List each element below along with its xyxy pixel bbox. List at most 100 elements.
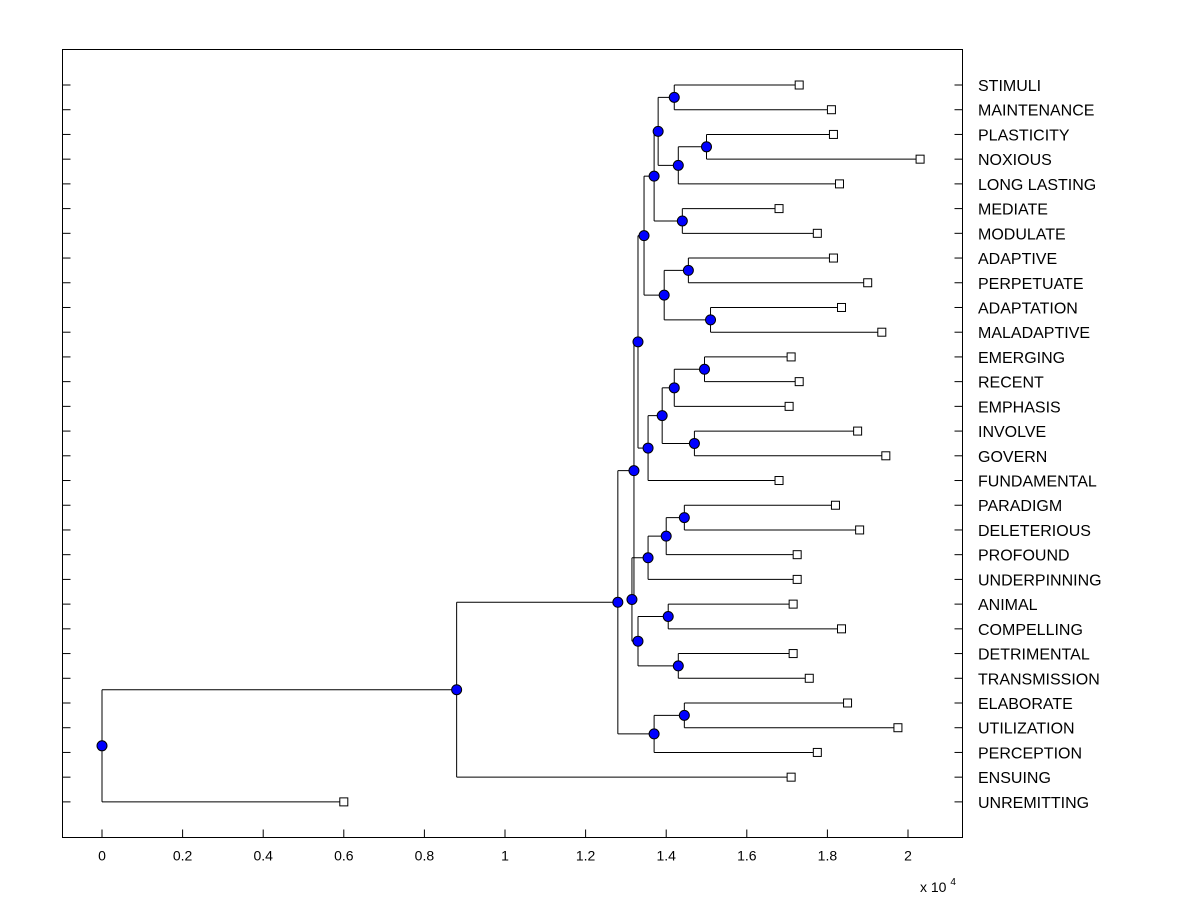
leaf-labels: STIMULI MAINTENANCE PLASTICITY NOXIOUS LONG … — [978, 78, 1102, 812]
leaf-marker — [804, 673, 814, 683]
leaf-marker — [828, 129, 838, 139]
leaf-label: MEDIATE — [978, 202, 1048, 219]
merge-node-marker — [678, 709, 690, 721]
merge-node-marker — [672, 660, 684, 672]
leaf-label: ANIMAL — [978, 597, 1038, 614]
leaf-marker — [792, 574, 802, 584]
leaf-label: NOXIOUS — [978, 152, 1052, 169]
leaf-marker — [786, 352, 796, 362]
leaf-marker — [788, 649, 798, 659]
leaf-marker — [826, 105, 836, 115]
leaf-label: PLASTICITY — [978, 127, 1070, 144]
leaf-label: ADAPTATION — [978, 300, 1078, 317]
leaf-label: DETRIMENTAL — [978, 647, 1090, 664]
leaf-label: PROFOUND — [978, 548, 1070, 565]
x-axis-ticks: 0 0.2 0.4 0.6 0.8 1 1.2 1.4 1.6 1.8 2 — [98, 829, 912, 864]
leaf-marker — [830, 500, 840, 510]
dendrogram-branches — [101, 84, 921, 803]
leaf-marker — [788, 599, 798, 609]
leaf-marker — [915, 154, 925, 164]
leaf-label: MODULATE — [978, 226, 1066, 243]
leaf-marker — [853, 426, 863, 436]
leaf-marker — [843, 698, 853, 708]
leaf-marker — [774, 204, 784, 214]
leaf-label: PERPETUATE — [978, 276, 1084, 293]
leaf-label: STIMULI — [978, 78, 1041, 95]
merge-node-marker — [658, 289, 670, 301]
leaf-label: ADAPTIVE — [978, 251, 1057, 268]
x-tick-label: 0 — [98, 848, 106, 864]
x-axis-exponent-base: x 10 — [920, 879, 947, 895]
leaf-marker — [881, 451, 891, 461]
x-tick-label: 2 — [904, 848, 912, 864]
leaf-label: MAINTENANCE — [978, 103, 1094, 120]
merge-node-marker — [662, 610, 674, 622]
x-axis-exponent-power: 4 — [950, 877, 956, 888]
x-tick-label: 0.2 — [173, 848, 193, 864]
leaf-marker — [794, 377, 804, 387]
merge-node-marker — [648, 728, 660, 740]
merge-node-marker — [648, 170, 660, 182]
leaf-marker — [339, 797, 349, 807]
leaf-label: DELETERIOUS — [978, 523, 1091, 540]
merge-node-marker — [656, 410, 668, 422]
leaf-label: COMPELLING — [978, 622, 1083, 639]
leaf-label: UTILIZATION — [978, 721, 1075, 738]
x-tick-label: 0.6 — [334, 848, 354, 864]
leaf-label: PARADIGM — [978, 498, 1062, 515]
merge-node-marker — [688, 437, 700, 449]
leaf-marker — [774, 476, 784, 486]
leaf-label: UNREMITTING — [978, 795, 1089, 812]
leaf-marker — [855, 525, 865, 535]
merge-node-marker — [660, 530, 672, 542]
y-axis-ticks — [62, 84, 963, 803]
leaf-marker — [893, 723, 903, 733]
leaf-label: EMPHASIS — [978, 399, 1061, 416]
leaf-label: MALADAPTIVE — [978, 325, 1090, 342]
leaf-marker — [784, 401, 794, 411]
leaf-marker — [794, 80, 804, 90]
merge-node-marker — [612, 596, 624, 608]
merge-node-marker — [632, 635, 644, 647]
merge-node-marker — [668, 91, 680, 103]
merge-node-marker — [652, 125, 664, 137]
leaf-marker — [863, 278, 873, 288]
leaf-label: ELABORATE — [978, 696, 1073, 713]
leaf-label: LONG LASTING — [978, 177, 1096, 194]
merge-node-marker — [642, 442, 654, 454]
merge-node-marker — [96, 740, 108, 752]
merge-node-marker — [628, 465, 640, 477]
merge-node-marker — [642, 552, 654, 564]
merge-node-marker — [698, 363, 710, 375]
leaf-label: INVOLVE — [978, 424, 1046, 441]
merge-node-marker — [701, 141, 712, 153]
merge-node-marker — [668, 382, 680, 394]
leaf-label: GOVERN — [978, 449, 1047, 466]
leaf-label: TRANSMISSION — [978, 671, 1100, 688]
merge-node-marker — [682, 264, 694, 276]
leaf-marker — [837, 624, 847, 634]
merge-node-markers — [96, 91, 717, 752]
x-tick-label: 1.8 — [818, 848, 838, 864]
merge-node-marker — [626, 593, 638, 605]
leaf-label: FUNDAMENTAL — [978, 474, 1097, 491]
leaf-label: EMERGING — [978, 350, 1065, 367]
merge-node-marker — [632, 336, 644, 348]
leaf-label: PERCEPTION — [978, 745, 1082, 762]
merge-node-marker — [678, 512, 690, 524]
merge-node-marker — [672, 159, 684, 171]
merge-node-marker — [676, 215, 688, 227]
leaf-marker — [828, 253, 838, 263]
x-tick-label: 1.2 — [576, 848, 596, 864]
x-tick-label: 0.8 — [415, 848, 435, 864]
leaf-label: RECENT — [978, 375, 1044, 392]
plot-area-frame — [62, 49, 963, 838]
merge-node-marker — [638, 230, 650, 242]
merge-node-marker — [705, 314, 717, 326]
x-axis-exponent: x 10 4 — [920, 877, 956, 895]
x-tick-label: 0.4 — [253, 848, 273, 864]
leaf-marker — [877, 327, 887, 337]
leaf-label: UNDERPINNING — [978, 572, 1102, 589]
x-tick-label: 1.4 — [656, 848, 676, 864]
